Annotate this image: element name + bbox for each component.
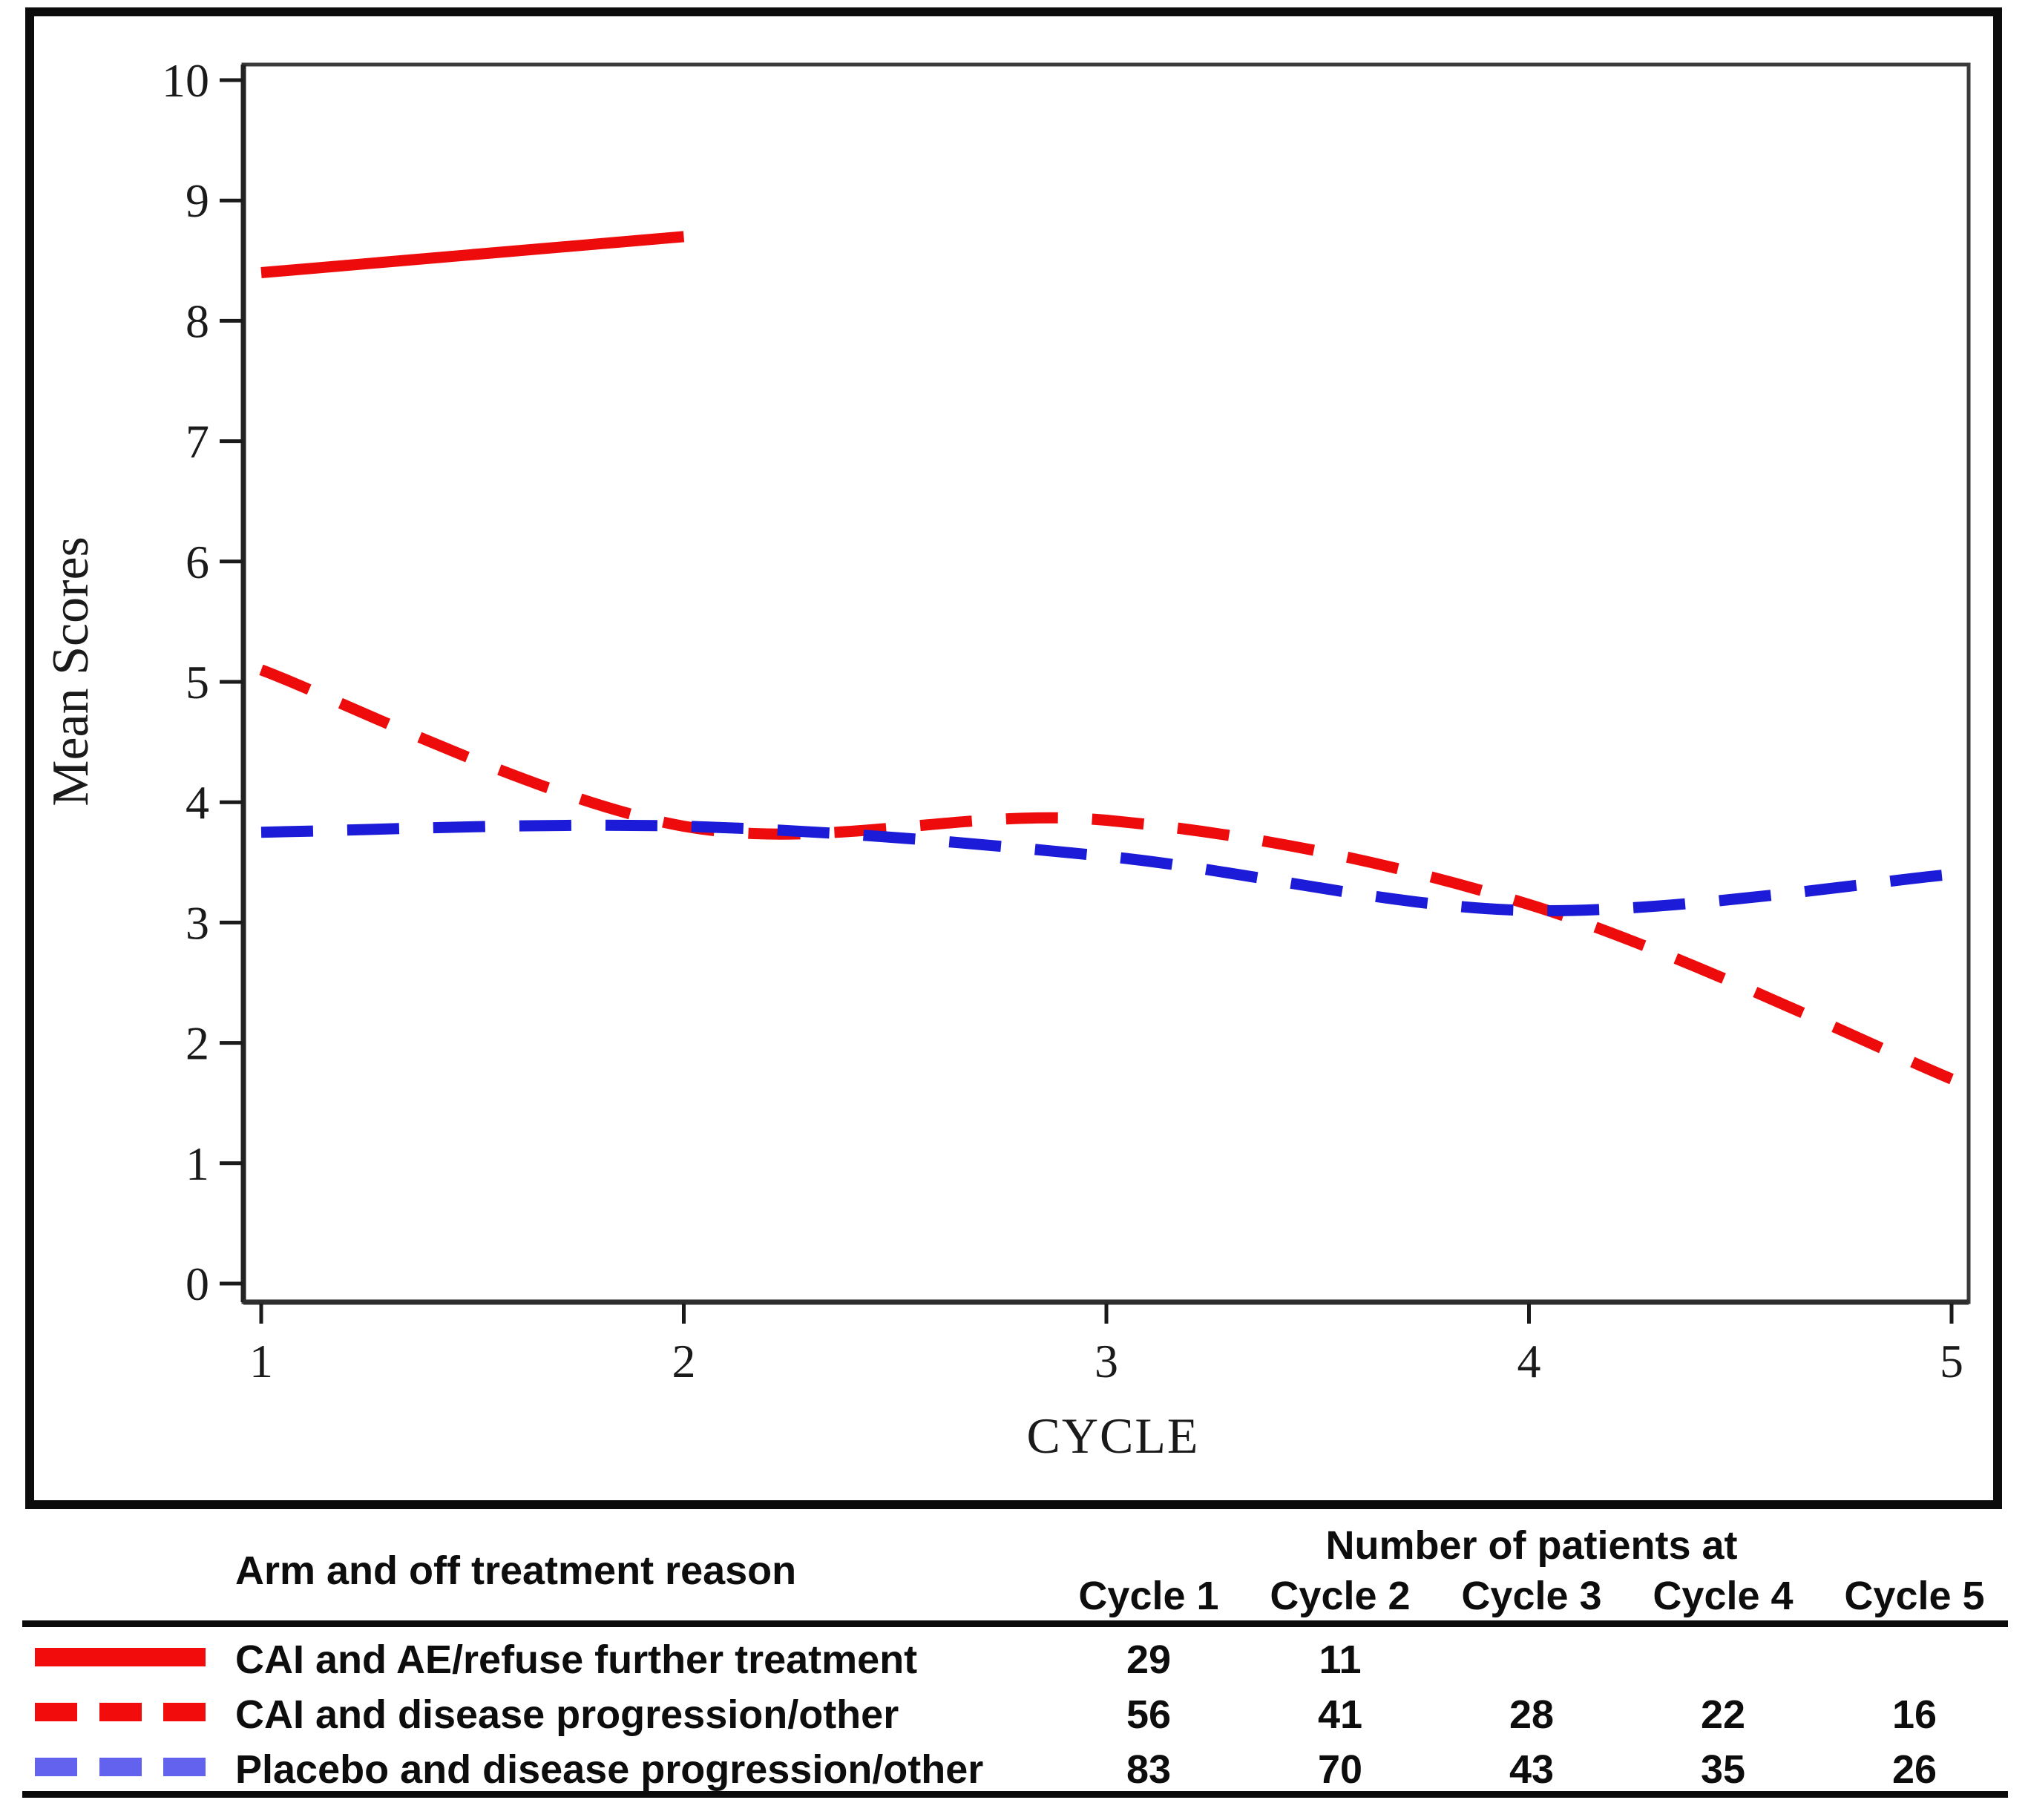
count-cell: 56 — [1126, 1692, 1172, 1737]
table-row: CAI and AE/refuse further treatment 29 1… — [0, 1637, 2028, 1682]
table-header-cycle-5: Cycle 5 — [1844, 1574, 1985, 1618]
count-cell: 43 — [1509, 1747, 1555, 1792]
series-line-2 — [260, 819, 1952, 916]
y-tick-label: 7 — [186, 415, 209, 468]
y-tick-label: 1 — [186, 1137, 209, 1190]
count-cell: 83 — [1126, 1747, 1172, 1792]
table-header-cycle-2: Cycle 2 — [1270, 1574, 1411, 1618]
series-line-0 — [260, 231, 685, 278]
table-header-cycle-3: Cycle 3 — [1461, 1574, 1602, 1618]
count-cell: 16 — [1891, 1692, 1937, 1737]
y-axis-title: Mean Scores — [42, 536, 99, 806]
x-tick-label: 5 — [1940, 1335, 1963, 1387]
x-tick-label: 1 — [249, 1335, 273, 1387]
table-header-cycle-4: Cycle 4 — [1653, 1574, 1794, 1618]
chart-series — [259, 231, 1954, 1085]
x-tick-label: 2 — [672, 1335, 696, 1387]
count-cell: 26 — [1891, 1747, 1937, 1792]
count-cell: 29 — [1126, 1637, 1172, 1682]
series-label: Placebo and disease progression/other — [235, 1747, 984, 1792]
legend-swatch-solid-red — [35, 1648, 206, 1666]
x-axis-ticks: 1 2 3 4 5 — [249, 1304, 1963, 1387]
table-header-cycle-1: Cycle 1 — [1078, 1574, 1219, 1618]
table-row: CAI and disease progression/other 56 41 … — [0, 1692, 2028, 1737]
table-row: Placebo and disease progression/other 83… — [0, 1747, 2028, 1792]
count-cell: 70 — [1317, 1747, 1363, 1792]
count-cell: 28 — [1509, 1692, 1555, 1737]
y-tick-label: 5 — [186, 656, 209, 709]
x-tick-label: 4 — [1517, 1335, 1541, 1387]
series-label: CAI and AE/refuse further treatment — [235, 1637, 918, 1682]
count-cell: 11 — [1319, 1637, 1362, 1682]
y-tick-label: 0 — [186, 1258, 209, 1310]
y-tick-label: 3 — [186, 896, 209, 949]
series-label: CAI and disease progression/other — [235, 1692, 899, 1737]
table-header-patients: Number of patients at — [1325, 1523, 1738, 1568]
legend-swatch-dashed-blue — [35, 1758, 206, 1776]
table-top-rule — [22, 1620, 2008, 1627]
table-header-arm: Arm and off treatment reason — [235, 1548, 797, 1593]
count-cell: 41 — [1317, 1692, 1363, 1737]
count-cell: 22 — [1700, 1692, 1746, 1737]
series-line-1 — [259, 664, 1954, 1085]
y-tick-label: 9 — [186, 174, 209, 227]
table-bottom-rule — [22, 1791, 2008, 1798]
count-cell: 35 — [1700, 1747, 1746, 1792]
x-axis-title: CYCLE — [1027, 1407, 1200, 1464]
y-tick-label: 8 — [186, 295, 209, 347]
chart-outer-border — [25, 7, 2002, 1509]
y-tick-label: 10 — [162, 54, 209, 107]
y-tick-label: 6 — [186, 536, 209, 588]
y-tick-label: 4 — [186, 776, 209, 829]
y-tick-label: 2 — [186, 1017, 209, 1070]
x-tick-label: 3 — [1095, 1335, 1118, 1387]
y-axis-ticks: 0 1 2 3 4 5 6 7 8 9 10 — [162, 54, 243, 1310]
legend-swatch-dashed-red — [35, 1703, 206, 1721]
